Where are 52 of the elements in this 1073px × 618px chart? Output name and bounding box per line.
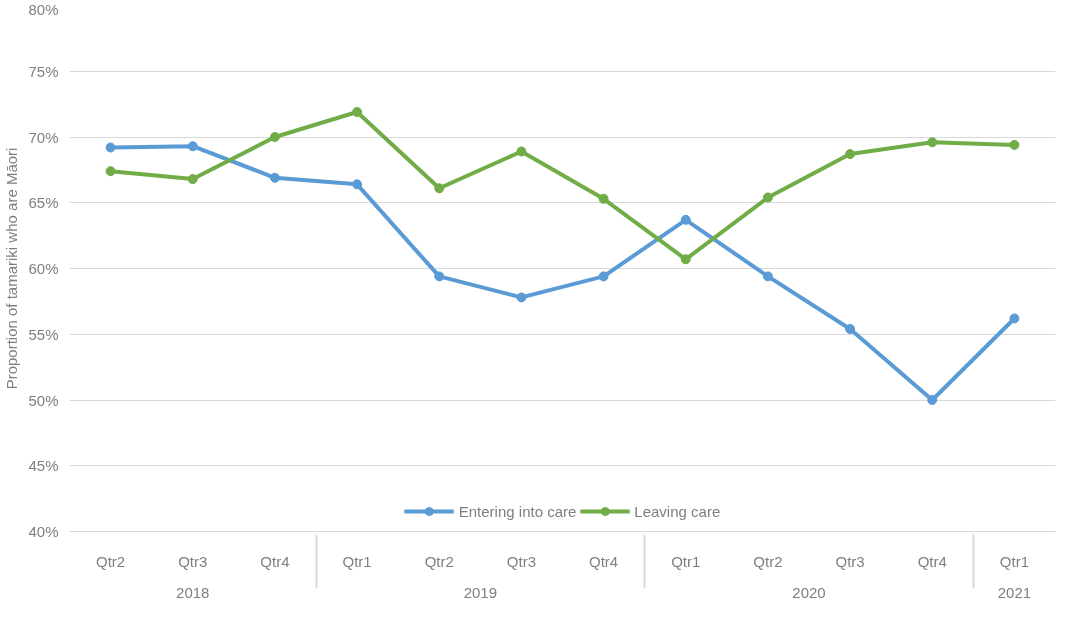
point <box>352 179 363 190</box>
point <box>680 254 691 265</box>
y-tick-label: 45% <box>28 457 59 475</box>
point <box>762 192 773 203</box>
point <box>598 193 609 204</box>
point <box>1009 139 1020 150</box>
x-tick-label: Qtr4 <box>917 552 947 570</box>
x-tick-label: Qtr1 <box>671 552 701 570</box>
point <box>434 271 445 282</box>
y-tick-label: 55% <box>28 325 59 343</box>
x-tick-label: Qtr3 <box>178 552 208 570</box>
point <box>187 141 198 152</box>
y-axis-title: Proportion of tamariki who are Māori <box>3 147 21 390</box>
point <box>845 149 856 160</box>
x-tick-label: Qtr4 <box>260 552 290 570</box>
text: 2019 <box>463 583 498 601</box>
y-tick-label: 50% <box>28 391 59 409</box>
point <box>927 137 938 148</box>
point <box>680 214 691 225</box>
x-tick-label: Qtr1 <box>342 552 372 570</box>
y-tick-label: 70% <box>28 128 59 146</box>
x-tick-label: Qtr2 <box>424 552 454 570</box>
point <box>516 146 527 157</box>
point <box>269 172 280 183</box>
point <box>845 324 856 334</box>
text: 2018 <box>176 583 210 601</box>
point <box>105 142 116 153</box>
y-tick-label: 40% <box>28 523 59 540</box>
point <box>269 132 280 142</box>
point <box>434 183 445 194</box>
y-tick-label: 80% <box>28 0 59 18</box>
text: 2020 <box>792 583 826 601</box>
x-tick-label: Qtr4 <box>589 552 619 570</box>
point <box>187 174 198 185</box>
x-tick-label: Qtr3 <box>835 552 865 570</box>
x-tick-label: Qtr2 <box>96 552 126 570</box>
x-tick-label: Qtr3 <box>506 552 537 570</box>
y-tick-label: 65% <box>28 194 59 212</box>
point <box>762 271 773 282</box>
x-tick-label: Qtr2 <box>753 552 783 570</box>
point <box>516 292 527 303</box>
legend-label: Entering into care <box>458 502 577 520</box>
point <box>598 271 609 282</box>
legend-label: Leaving care <box>634 502 721 520</box>
y-tick-label: 75% <box>28 62 59 80</box>
y-tick-label: 60% <box>28 260 59 277</box>
point <box>927 395 938 405</box>
text: 2021 <box>997 583 1032 601</box>
point <box>105 166 116 177</box>
x-tick-label: Qtr1 <box>999 552 1030 570</box>
point <box>1009 313 1020 324</box>
point <box>352 107 363 118</box>
